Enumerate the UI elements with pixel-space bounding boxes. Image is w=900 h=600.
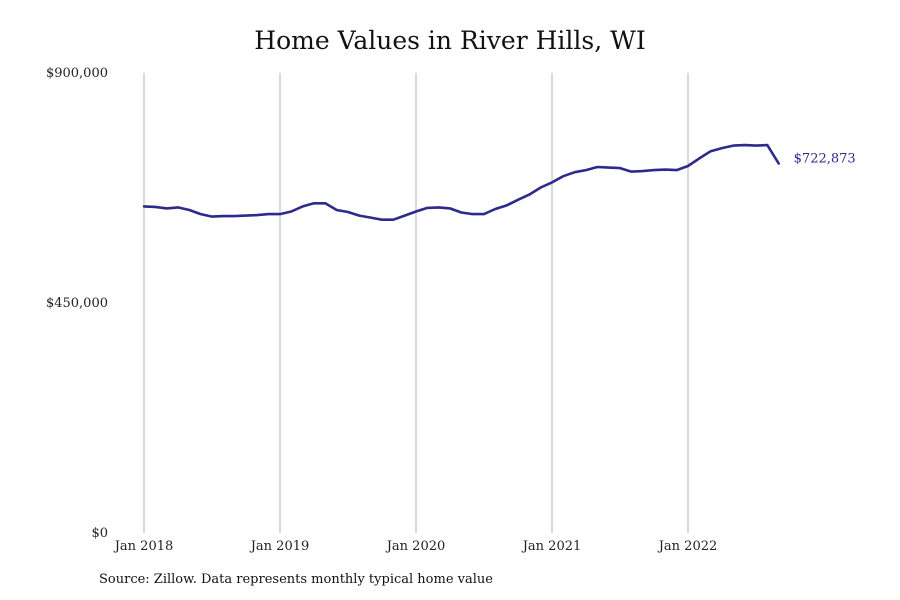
y-tick-label: $900,000: [46, 66, 108, 81]
grid-lines: [143, 73, 689, 533]
x-tick-label: Jan 2019: [249, 539, 310, 554]
y-tick-label: $0: [91, 526, 108, 541]
axis-labels: Jan 2018 Jan 2019 Jan 2020 Jan 2021 Jan 2022…: [46, 66, 717, 554]
y-tick-label: $450,000: [46, 296, 108, 311]
x-tick-label: Jan 2022: [657, 539, 718, 554]
end-value-label: $722,873: [794, 152, 856, 167]
chart-title: Home Values in River Hills, WI: [254, 26, 646, 55]
series-line: [142, 143, 781, 221]
source-note: Source: Zillow. Data represents monthly …: [99, 572, 493, 587]
x-tick-label: Jan 2021: [521, 539, 582, 554]
series-layer: $722,873: [142, 143, 856, 221]
x-tick-label: Jan 2018: [113, 539, 174, 554]
x-tick-label: Jan 2020: [385, 539, 446, 554]
